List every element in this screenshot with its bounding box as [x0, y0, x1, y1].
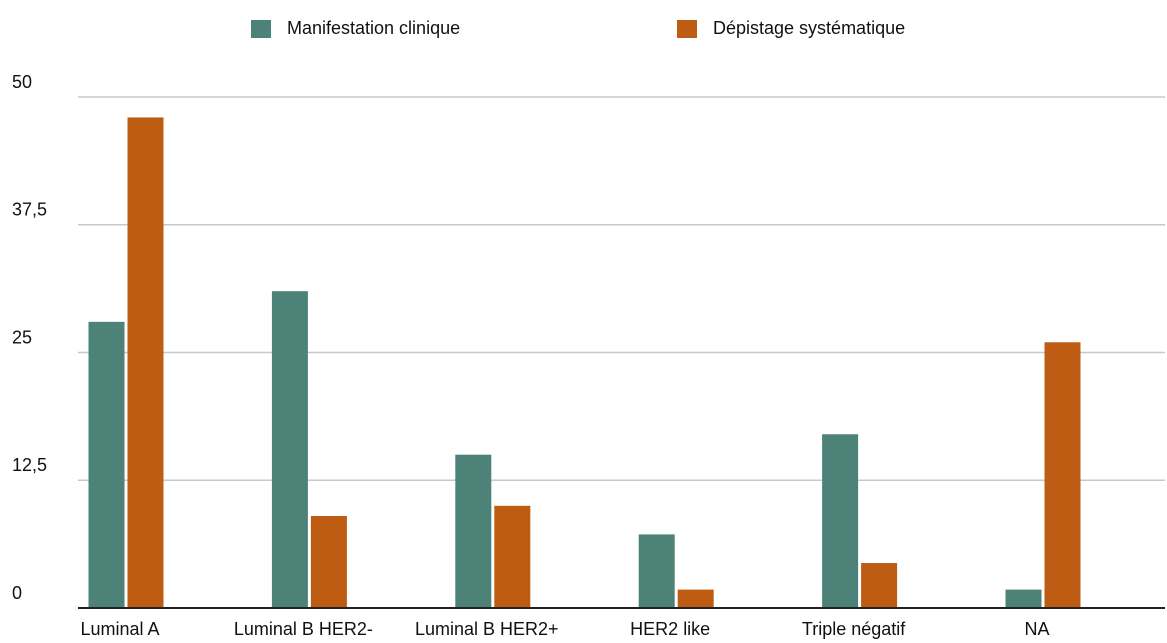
x-tick-label: NA	[1024, 619, 1049, 639]
y-tick-label: 25	[12, 327, 32, 347]
bar	[494, 505, 531, 608]
y-tick-label: 37,5	[12, 200, 47, 220]
bar	[88, 321, 125, 608]
legend-label: Dépistage systématique	[713, 18, 905, 38]
bar	[861, 563, 898, 608]
x-tick-label: Luminal B HER2-	[234, 619, 373, 639]
bar	[677, 589, 714, 608]
legend-swatch	[251, 20, 271, 38]
bar	[638, 534, 675, 608]
x-tick-label: Triple négatif	[802, 619, 906, 639]
y-tick-label: 50	[12, 72, 32, 92]
bar	[1005, 589, 1042, 608]
bar	[822, 434, 859, 608]
y-tick-label: 0	[12, 583, 22, 603]
legend-label: Manifestation clinique	[287, 18, 460, 38]
bar	[1044, 342, 1081, 608]
bar	[271, 291, 308, 608]
legend-swatch	[677, 20, 697, 38]
bar	[455, 454, 492, 608]
y-tick-label: 12,5	[12, 455, 47, 475]
x-tick-label: Luminal B HER2+	[415, 619, 559, 639]
bar	[127, 117, 164, 608]
x-tick-label: Luminal A	[80, 619, 159, 639]
x-tick-label: HER2 like	[630, 619, 710, 639]
bar	[310, 516, 347, 608]
